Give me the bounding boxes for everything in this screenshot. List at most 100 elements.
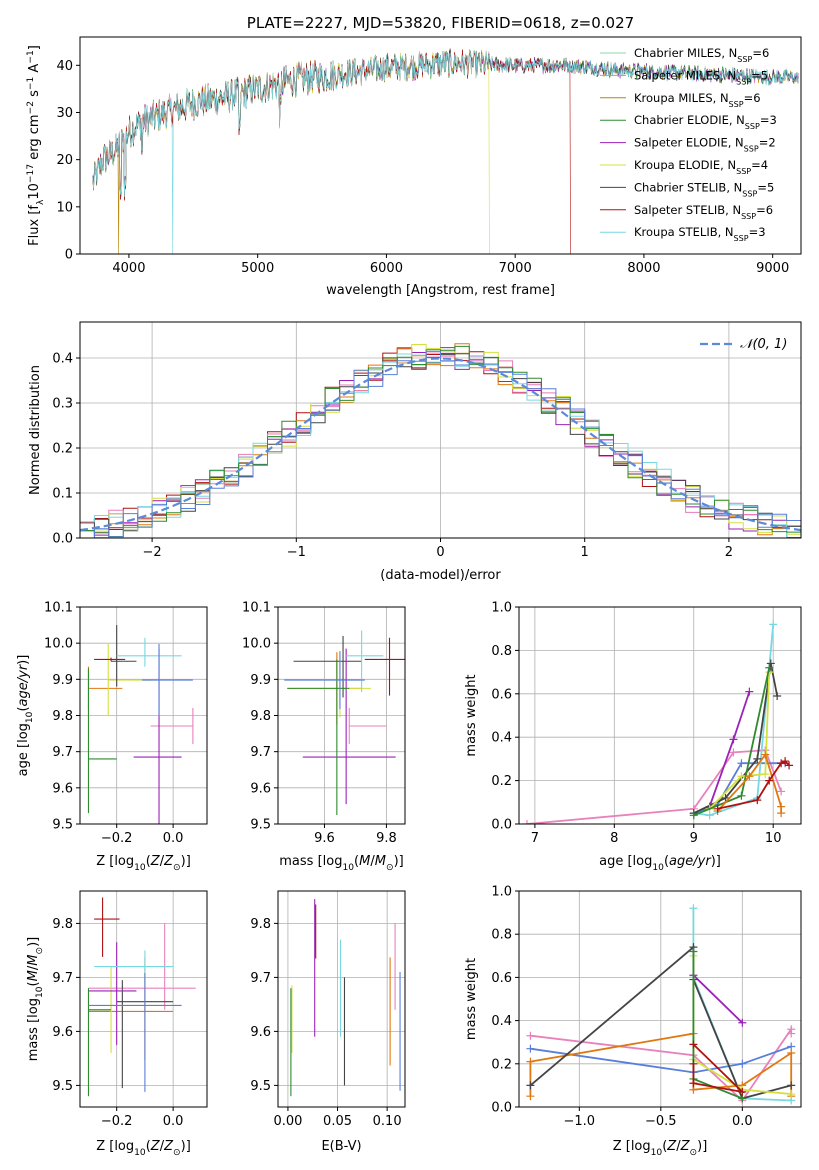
y-tick-label: 9.7 (52, 971, 73, 986)
data-point-marker (689, 947, 698, 956)
data-point-marker (738, 1087, 747, 1096)
y-tick-label: 0.3 (52, 397, 73, 412)
y-tick-label: 0.4 (491, 731, 512, 746)
data-point-marker (737, 759, 746, 768)
data-point-marker (745, 772, 754, 781)
x-tick-label: 0.10 (373, 1114, 402, 1129)
data-point-marker (785, 761, 794, 770)
data-point-marker (526, 1081, 535, 1090)
x-tick-label: 0.0 (163, 831, 184, 846)
x-axis-label: (data-model)/error (380, 568, 501, 583)
y-tick-label: 40 (56, 59, 73, 74)
y-tick-label: 9.6 (52, 781, 73, 796)
data-point-marker (689, 811, 698, 820)
y-tick-label: 0.8 (491, 644, 512, 659)
x-tick-label: 1 (581, 545, 589, 560)
y-axis-label: Normed distribution (28, 365, 43, 495)
y-tick-label: 9.7 (52, 745, 73, 760)
y-tick-label: 0.1 (52, 487, 73, 502)
data-point-marker (761, 750, 770, 759)
data-point-marker (737, 791, 746, 800)
x-tick-label: 9 (690, 831, 698, 846)
z-vs-age-frame (79, 606, 208, 825)
x-tick-label: 0.05 (323, 1114, 352, 1129)
data-point-marker (526, 1057, 535, 1066)
x-tick-label: −2 (143, 545, 162, 560)
x-tick-label: 0 (436, 545, 444, 560)
data-point-marker (713, 804, 722, 813)
y-tick-label: 9.7 (250, 971, 271, 986)
legend-entry: Chabrier MILES, NSSP=6 (634, 46, 769, 64)
x-tick-label: 4000 (112, 261, 145, 276)
y-tick-label: 0.6 (491, 971, 512, 986)
y-tick-label: 0 (65, 248, 73, 263)
age-vs-massweight-frame (518, 606, 802, 825)
x-axis-label: age [log10(age/yr)] (599, 854, 721, 873)
y-axis-label: mass weight (464, 674, 479, 756)
legend-entry: Kroupa STELIB, NSSP=3 (634, 225, 766, 243)
x-tick-label: 8000 (627, 261, 660, 276)
x-tick-label: 10 (765, 831, 782, 846)
y-tick-label: 9.9 (250, 673, 271, 688)
x-axis-label: mass [log10(M/M⊙)] (279, 854, 403, 873)
z-vs-mass-axes (76, 890, 208, 1111)
y-tick-label: 0.2 (52, 442, 73, 457)
ebv-vs-mass-axes (274, 890, 406, 1111)
spectrum-frame (79, 36, 802, 255)
y-tick-label: 0.0 (52, 532, 73, 547)
z-vs-age-plot (87, 625, 194, 824)
data-point-marker (721, 793, 730, 802)
ebv-vs-mass-frame (277, 890, 406, 1108)
x-tick-label: 9000 (756, 261, 789, 276)
data-point-marker (761, 770, 770, 779)
y-axis-label: age [log10(age/yr)] (16, 655, 35, 777)
x-tick-label: 7 (531, 831, 539, 846)
y-tick-label: 10.0 (44, 637, 73, 652)
series-line (692, 951, 743, 1100)
legend-entry: Chabrier ELODIE, NSSP=3 (634, 113, 777, 131)
spectrum-axes (76, 36, 802, 258)
legend-entry: Salpeter STELIB, NSSP=6 (634, 203, 773, 221)
data-point-marker (773, 691, 782, 700)
spectrum-line-kroupa_stelib (92, 49, 799, 254)
data-point-marker (781, 757, 790, 766)
y-tick-label: 9.8 (250, 917, 271, 932)
y-tick-label: 0.2 (491, 774, 512, 789)
y-tick-label: 1.0 (491, 885, 512, 900)
x-tick-label: 6000 (370, 261, 403, 276)
data-point-marker (787, 1081, 796, 1090)
series-line (692, 1043, 746, 1094)
data-point-marker (777, 787, 786, 796)
ebv-vs-mass-plot (290, 899, 401, 1097)
x-tick-label: 8 (610, 831, 618, 846)
y-tick-label: 9.5 (250, 1079, 271, 1094)
y-tick-label: 0.6 (491, 687, 512, 702)
x-tick-label: 2 (725, 545, 733, 560)
data-point-marker (738, 1059, 747, 1068)
y-tick-label: 10 (56, 200, 73, 215)
y-tick-label: 10.1 (44, 601, 73, 616)
age-vs-massweight-plot (522, 620, 794, 824)
data-point-marker (787, 1049, 796, 1057)
mass-vs-age-axes (274, 606, 406, 828)
y-tick-label: 30 (56, 106, 73, 121)
y-tick-label: 0.0 (491, 818, 512, 833)
y-tick-label: 10.0 (242, 637, 271, 652)
legend-entry: Salpeter ELODIE, NSSP=2 (634, 136, 776, 154)
y-tick-label: 9.9 (52, 673, 73, 688)
data-point-marker (765, 776, 774, 785)
y-tick-label: 20 (56, 153, 73, 168)
mass-vs-age-plot (284, 630, 405, 815)
legend-entry: Chabrier STELIB, NSSP=5 (634, 180, 774, 198)
y-tick-label: 0.0 (491, 1101, 512, 1116)
y-tick-label: 9.6 (52, 1025, 73, 1040)
y-axis-label: mass [log10(M/M⊙)] (26, 937, 45, 1061)
residual-histogram-plot (80, 343, 801, 538)
series-line (693, 624, 775, 817)
data-point-marker (766, 659, 775, 668)
data-point-marker (526, 1092, 535, 1101)
data-point-marker (689, 1059, 698, 1068)
x-tick-label: −1.0 (564, 1114, 596, 1129)
legend-entry: 𝒩(0, 1) (740, 337, 787, 352)
y-tick-label: 9.5 (250, 818, 271, 833)
